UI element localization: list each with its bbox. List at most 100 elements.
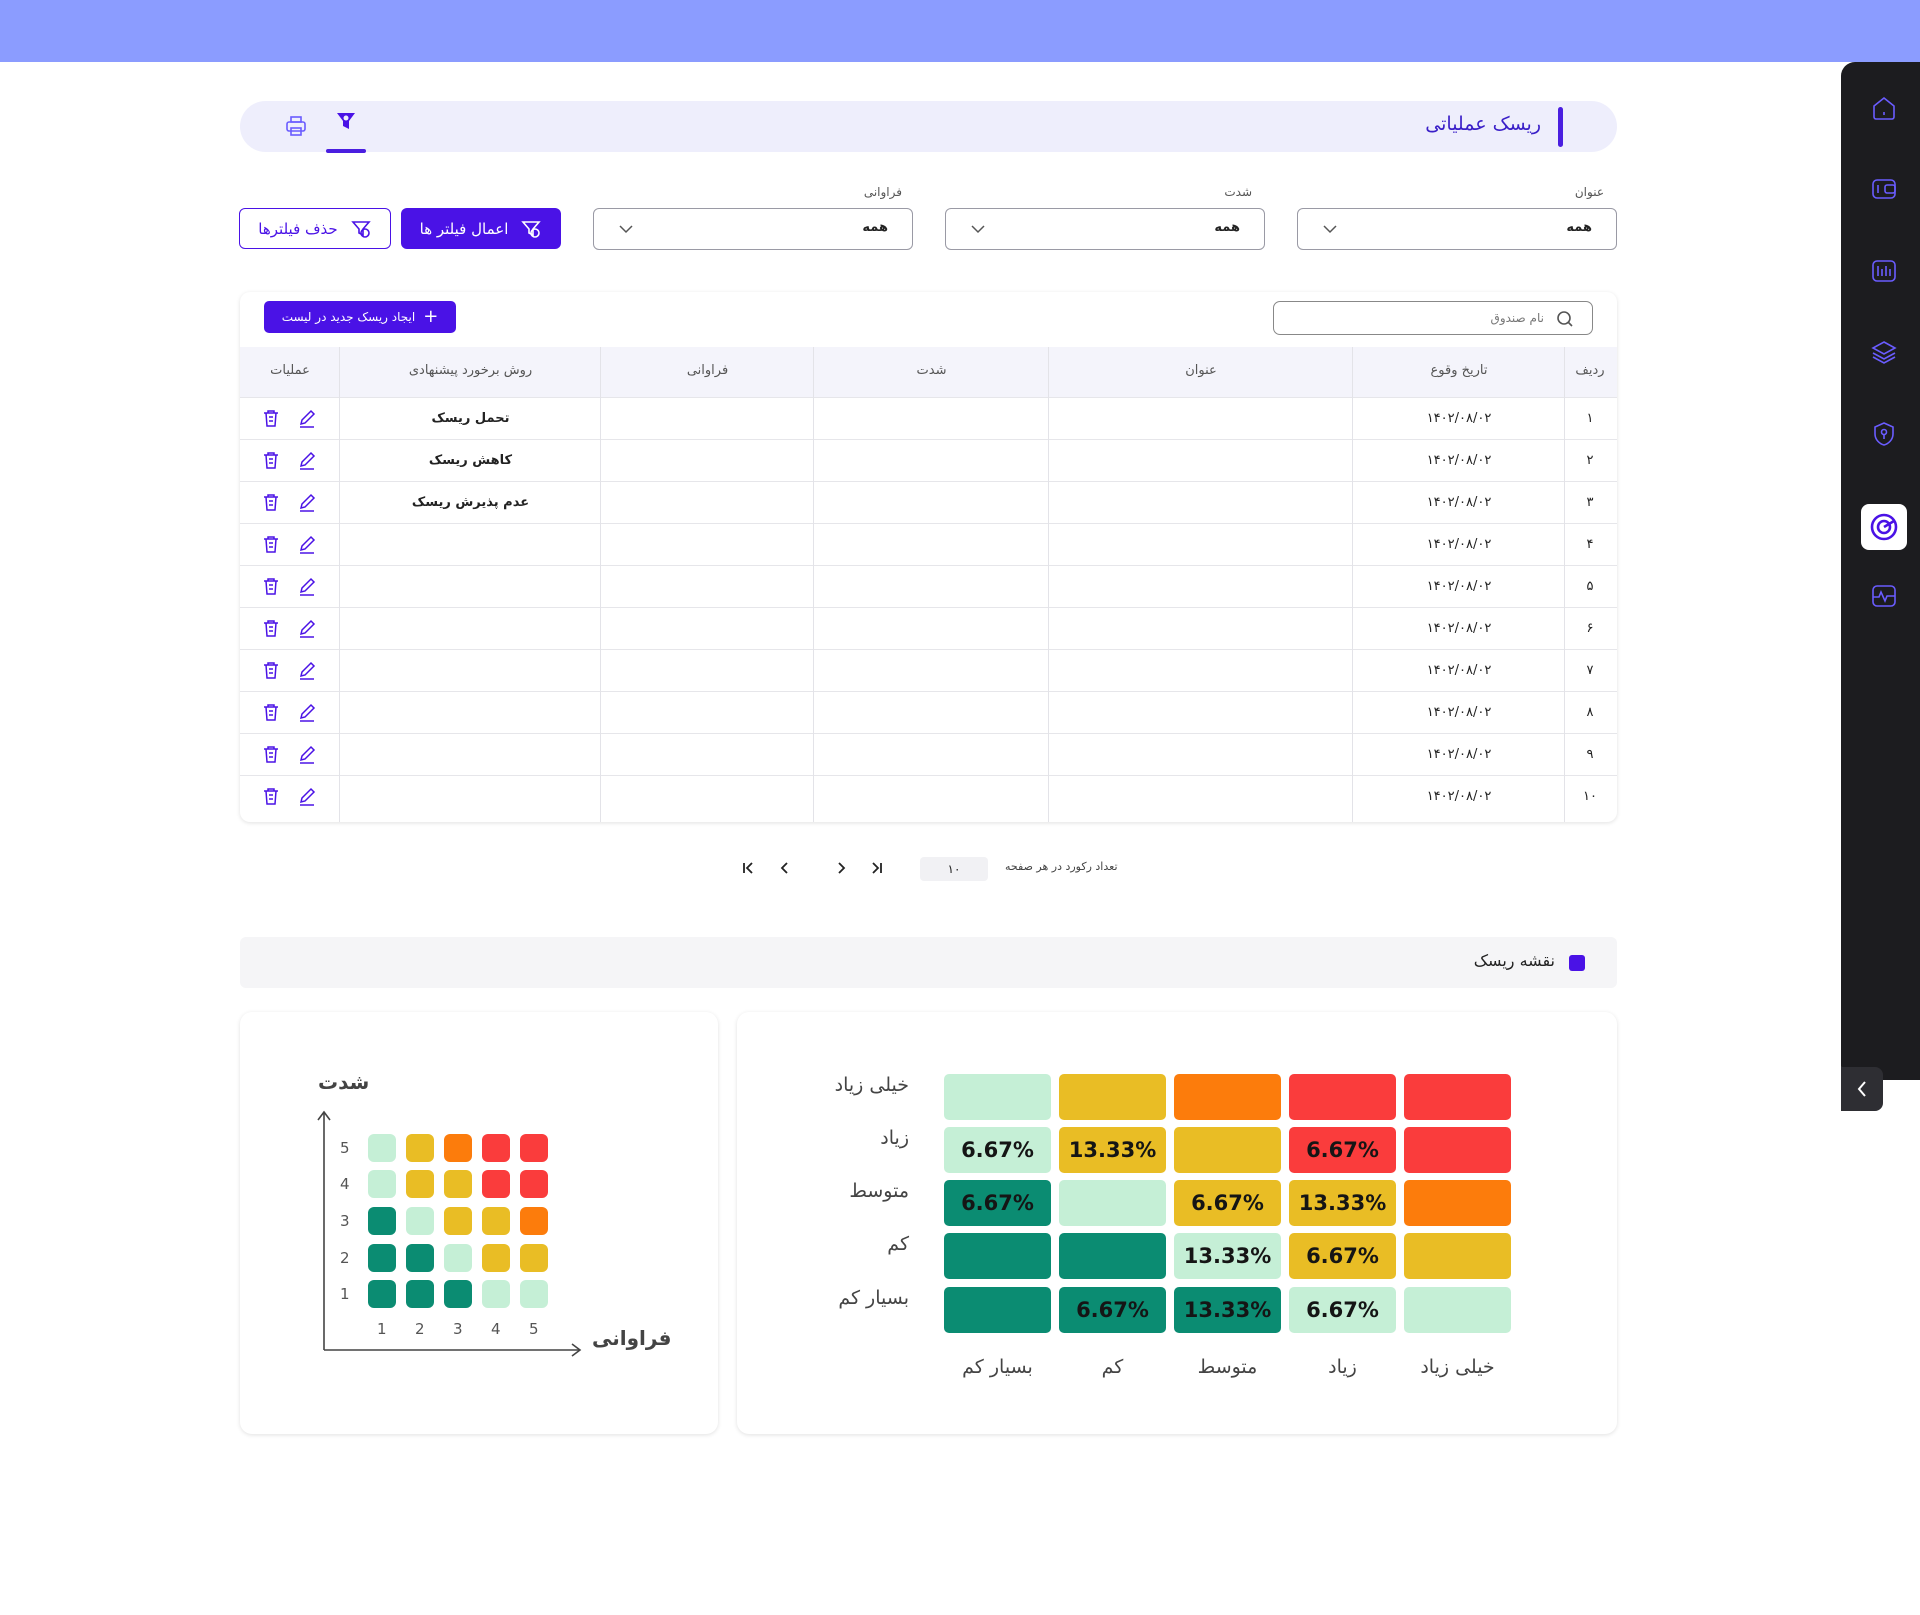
title-select[interactable]: همه bbox=[1297, 208, 1617, 250]
cell-method bbox=[340, 650, 601, 692]
page-title: ریسک عملیاتی bbox=[1425, 113, 1541, 135]
row-actions bbox=[260, 701, 318, 723]
trash-icon[interactable] bbox=[260, 407, 282, 429]
trash-icon[interactable] bbox=[260, 701, 282, 723]
legend-x-title: فراوانی bbox=[592, 1326, 672, 1350]
last-page-icon bbox=[872, 862, 882, 874]
severity-select[interactable]: همه bbox=[945, 208, 1265, 250]
cell-method bbox=[340, 608, 601, 650]
col-divider bbox=[339, 347, 340, 822]
chart-bars-icon[interactable] bbox=[1861, 248, 1907, 294]
col-divider bbox=[1352, 347, 1353, 822]
legend-swatch bbox=[368, 1207, 396, 1235]
cell-severity bbox=[814, 776, 1049, 818]
legend-swatch bbox=[444, 1244, 472, 1272]
heatmap-col-label: کم bbox=[1101, 1356, 1124, 1378]
add-risk-button[interactable]: + ایجاد ریسک جدید در لیست bbox=[264, 301, 456, 333]
layers-icon[interactable] bbox=[1861, 329, 1907, 375]
heatmap-cell bbox=[1404, 1233, 1511, 1279]
trash-icon[interactable] bbox=[260, 449, 282, 471]
legend-swatch bbox=[368, 1170, 396, 1198]
heatmap-cell: 6.67% bbox=[1289, 1233, 1396, 1279]
legend-swatch bbox=[482, 1207, 510, 1235]
risk-heatmap-card: 6.67% 13.33% 6.67% 6.67% 6.67% 13.33% 13.33% 6.… bbox=[737, 1012, 1617, 1434]
table-row: ۳ ۱۴۰۲/۰۸/۰۲ عدم پذیرش ریسک bbox=[240, 481, 1617, 523]
frequency-select[interactable]: همه bbox=[593, 208, 913, 250]
risk-table-card: + ایجاد ریسک جدید در لیست نام صندوق ردیف… bbox=[240, 292, 1617, 822]
cell-date: ۱۴۰۲/۰۸/۰۲ bbox=[1426, 579, 1492, 594]
trash-icon[interactable] bbox=[260, 533, 282, 555]
wallet-icon[interactable] bbox=[1861, 166, 1907, 212]
cell-title bbox=[1049, 524, 1353, 566]
table-row: ۷ ۱۴۰۲/۰۸/۰۲ bbox=[240, 649, 1617, 691]
first-page-button[interactable] bbox=[739, 858, 759, 878]
edit-icon[interactable] bbox=[296, 617, 318, 639]
apply-filters-button[interactable]: اعمال فیلتر ها bbox=[401, 208, 561, 249]
row-actions bbox=[260, 659, 318, 681]
heatmap-cell bbox=[1174, 1127, 1281, 1173]
legend-swatch bbox=[520, 1280, 548, 1308]
frequency-select-value: همه bbox=[862, 220, 888, 235]
risk-map-title: نقشه ریسک bbox=[1473, 951, 1555, 970]
trash-icon[interactable] bbox=[260, 659, 282, 681]
cell-row: ۱۰ bbox=[1583, 789, 1597, 804]
risk-legend-card: شدت فراوانی 5 4 3 2 1 1 2 3 4 5 bbox=[240, 1012, 718, 1434]
shield-icon[interactable] bbox=[1861, 411, 1907, 457]
legend-y-tick: 4 bbox=[340, 1175, 350, 1193]
tab-filter[interactable] bbox=[326, 109, 366, 153]
next-page-button[interactable] bbox=[831, 858, 851, 878]
cell-row: ۲ bbox=[1586, 453, 1594, 468]
col-method: روش برخورد پیشنهادی bbox=[408, 363, 533, 378]
target-icon[interactable] bbox=[1861, 504, 1907, 550]
tab-print[interactable] bbox=[284, 114, 308, 142]
trash-icon[interactable] bbox=[260, 491, 282, 513]
trash-icon[interactable] bbox=[260, 575, 282, 597]
cell-frequency bbox=[601, 608, 814, 650]
edit-icon[interactable] bbox=[296, 575, 318, 597]
clear-filters-button[interactable]: حذف فیلترها bbox=[239, 208, 391, 249]
title-accent bbox=[1558, 107, 1563, 147]
chevron-down-icon bbox=[619, 225, 633, 234]
table-row: ۱۰ ۱۴۰۲/۰۸/۰۲ bbox=[240, 775, 1617, 817]
heatmap-cell bbox=[1404, 1287, 1511, 1333]
heatmap-cell bbox=[1404, 1074, 1511, 1120]
edit-icon[interactable] bbox=[296, 491, 318, 513]
page-size-select[interactable]: ۱۰ bbox=[920, 857, 988, 881]
trash-icon[interactable] bbox=[260, 743, 282, 765]
home-icon[interactable] bbox=[1861, 85, 1907, 131]
edit-icon[interactable] bbox=[296, 659, 318, 681]
heatmap-cell bbox=[1059, 1180, 1166, 1226]
edit-icon[interactable] bbox=[296, 449, 318, 471]
heatmap-col-label: زیاد bbox=[1328, 1356, 1357, 1378]
edit-icon[interactable] bbox=[296, 743, 318, 765]
cell-method bbox=[340, 524, 601, 566]
trash-icon[interactable] bbox=[260, 785, 282, 807]
edit-icon[interactable] bbox=[296, 785, 318, 807]
cell-frequency bbox=[601, 482, 814, 524]
heatmap-cell: 13.33% bbox=[1174, 1287, 1281, 1333]
heatmap-cell: 6.67% bbox=[1289, 1127, 1396, 1173]
heatmap-cell: 13.33% bbox=[1174, 1233, 1281, 1279]
cell-method bbox=[340, 692, 601, 734]
legend-swatch bbox=[406, 1280, 434, 1308]
legend-x-tick: 4 bbox=[491, 1320, 501, 1338]
trash-icon[interactable] bbox=[260, 617, 282, 639]
edit-icon[interactable] bbox=[296, 701, 318, 723]
title-select-value: همه bbox=[1566, 220, 1592, 235]
legend-x-tick: 1 bbox=[377, 1320, 387, 1338]
activity-icon[interactable] bbox=[1861, 573, 1907, 619]
cell-row: ۱ bbox=[1586, 411, 1594, 426]
cell-frequency bbox=[601, 650, 814, 692]
row-actions bbox=[260, 617, 318, 639]
prev-page-button[interactable] bbox=[775, 858, 795, 878]
cell-title bbox=[1049, 692, 1353, 734]
legend-swatch bbox=[520, 1170, 548, 1198]
search-input[interactable]: نام صندوق bbox=[1273, 301, 1593, 335]
edit-icon[interactable] bbox=[296, 533, 318, 555]
cell-severity bbox=[814, 524, 1049, 566]
last-page-button[interactable] bbox=[866, 858, 886, 878]
table-row: ۶ ۱۴۰۲/۰۸/۰۲ bbox=[240, 607, 1617, 649]
edit-icon[interactable] bbox=[296, 407, 318, 429]
heatmap-cell bbox=[1059, 1074, 1166, 1120]
collapse-button[interactable] bbox=[1841, 1067, 1883, 1111]
